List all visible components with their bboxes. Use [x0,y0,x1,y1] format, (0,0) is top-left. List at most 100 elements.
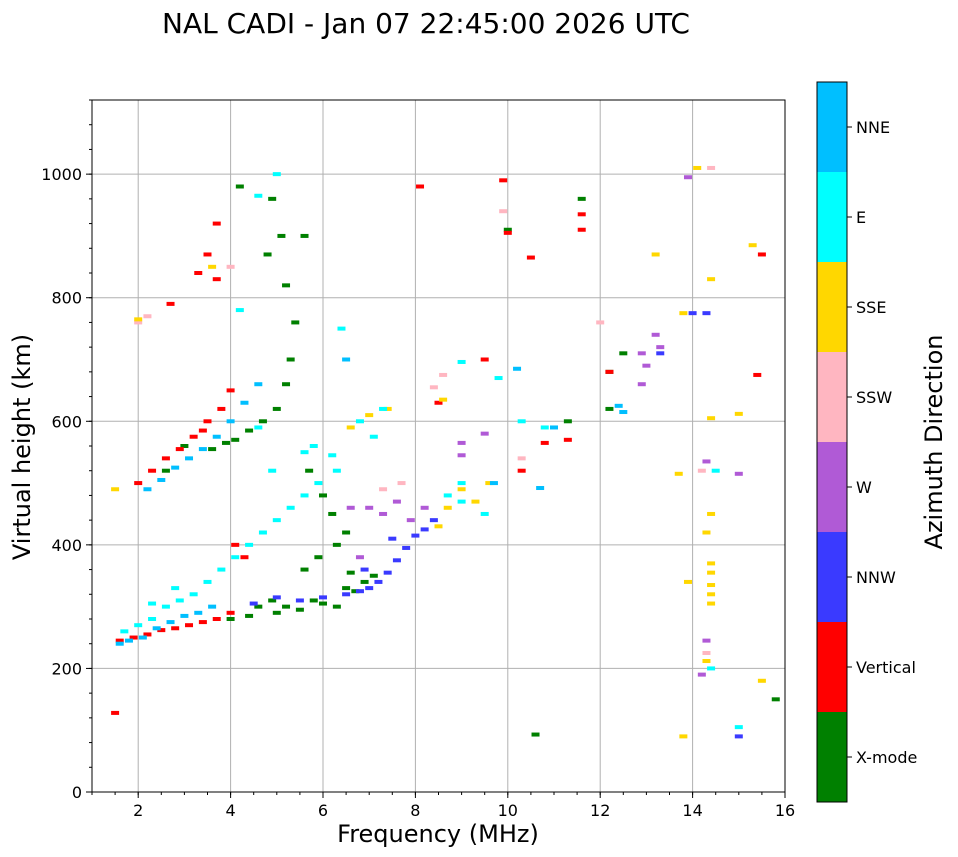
data-point [282,382,291,387]
x-tick-label: 2 [133,801,143,820]
data-point [309,444,318,448]
data-point [226,617,235,621]
data-point [138,635,147,640]
data-point [513,366,522,371]
data-point [702,650,711,655]
data-point [656,345,665,350]
data-point [637,351,646,356]
chart-title: NAL CADI - Jan 07 22:45:00 2026 UTC [162,7,690,40]
data-point [272,610,281,615]
data-point [134,623,143,628]
data-point [328,511,337,516]
data-point [365,505,374,510]
data-point [212,221,221,226]
data-point [429,518,438,523]
data-point [526,255,535,260]
colorbar-label: SSW [856,388,892,407]
data-point [198,428,207,433]
data-point [309,598,318,603]
data-point [457,481,466,486]
data-point [314,555,323,560]
data-point [268,196,277,201]
data-point [697,672,706,677]
data-point [619,351,628,356]
data-point [282,604,291,609]
data-point [129,635,138,640]
data-point [175,447,184,452]
data-point [143,487,152,492]
data-point [499,209,508,214]
data-point [517,419,526,424]
data-point [707,277,716,282]
data-point [148,468,157,473]
data-point [577,196,586,201]
data-point [711,468,720,473]
data-point [439,397,448,402]
data-point [688,311,697,316]
data-point [208,264,217,269]
data-point [157,628,166,633]
data-point [489,481,498,486]
data-point [226,419,235,424]
data-point [240,555,249,560]
data-point [707,165,716,170]
data-point [563,437,572,442]
data-point [707,666,716,671]
data-point [605,406,614,411]
x-tick-label: 12 [590,801,610,820]
data-point [332,604,341,609]
data-point [707,583,716,588]
y-axis-label: Virtual height (km) [8,334,36,560]
y-axis: 0 200 400 600 800 1000 [41,99,92,802]
data-point [406,518,415,523]
data-point [258,530,267,535]
data-point [707,416,716,421]
data-point [268,468,277,473]
data-point [397,481,406,486]
data-point [328,453,337,458]
data-point [300,233,309,238]
data-point [319,493,327,498]
data-point [143,632,152,637]
data-point [194,271,203,275]
data-point [392,558,401,563]
data-point [480,511,489,516]
data-point [637,382,646,387]
data-point [531,732,540,737]
data-point [411,533,420,538]
data-point [563,419,572,424]
data-point [429,385,438,390]
data-point [379,487,388,492]
data-point [540,425,549,430]
data-point [369,434,378,439]
data-point [697,468,706,473]
data-point [457,440,466,445]
data-point [683,579,692,584]
data-point [194,610,203,615]
data-point [757,678,766,683]
data-point [152,626,161,631]
colorbar-label: W [856,478,872,497]
y-tick-label: 0 [72,783,82,802]
data-point [355,555,364,560]
data-point [596,320,605,325]
data-point [679,311,688,316]
colorbar: X-mode Vertical NNW W SSW SSE E NNE [816,81,917,803]
y-tick-label: 600 [51,412,82,431]
colorbar-swatch [817,712,847,802]
data-point [439,372,448,377]
data-point [272,172,281,177]
colorbar-swatch [817,352,847,442]
x-tick-label: 6 [318,801,328,820]
data-point [212,277,221,282]
data-point [457,487,466,492]
data-point [402,545,411,550]
y-tick-label: 1000 [41,165,82,184]
data-point [517,468,526,473]
data-point [300,493,309,498]
data-point [314,481,323,486]
data-point [342,592,351,597]
data-point [392,499,401,504]
y-tick-label: 400 [51,536,82,555]
data-point [134,317,143,322]
